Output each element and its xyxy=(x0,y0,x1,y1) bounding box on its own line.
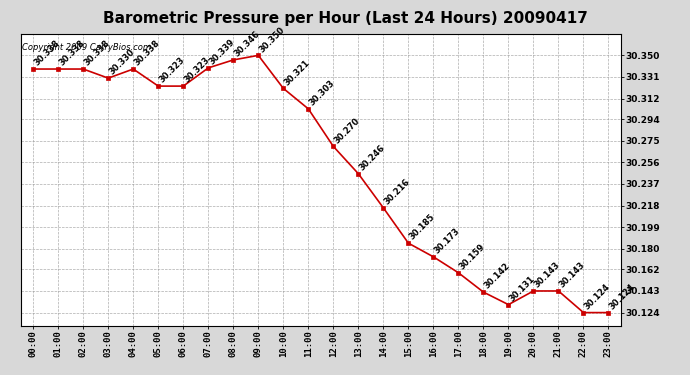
Text: 30.338: 30.338 xyxy=(57,39,86,68)
Text: 30.185: 30.185 xyxy=(408,213,437,242)
Text: 30.303: 30.303 xyxy=(308,78,337,108)
Text: 30.246: 30.246 xyxy=(357,143,387,172)
Text: 30.321: 30.321 xyxy=(282,58,312,87)
Text: 30.350: 30.350 xyxy=(257,25,286,54)
Text: 30.338: 30.338 xyxy=(32,39,61,68)
Text: 30.124: 30.124 xyxy=(608,282,637,311)
Text: 30.216: 30.216 xyxy=(382,177,412,207)
Text: 30.143: 30.143 xyxy=(533,260,562,290)
Text: 30.142: 30.142 xyxy=(482,261,512,291)
Text: 30.124: 30.124 xyxy=(582,282,612,311)
Text: 30.339: 30.339 xyxy=(208,38,237,66)
Text: 30.338: 30.338 xyxy=(82,39,111,68)
Text: 30.173: 30.173 xyxy=(433,226,462,255)
Text: 30.159: 30.159 xyxy=(457,242,486,272)
Text: 30.338: 30.338 xyxy=(132,39,161,68)
Text: 30.323: 30.323 xyxy=(157,56,186,85)
Text: 30.323: 30.323 xyxy=(182,56,212,85)
Text: 30.131: 30.131 xyxy=(508,274,537,303)
Text: 30.330: 30.330 xyxy=(108,48,137,77)
Text: 30.270: 30.270 xyxy=(333,116,362,145)
Text: Barometric Pressure per Hour (Last 24 Hours) 20090417: Barometric Pressure per Hour (Last 24 Ho… xyxy=(103,11,587,26)
Text: Copyright 2009 CarryBios.com: Copyright 2009 CarryBios.com xyxy=(22,42,151,51)
Text: 30.143: 30.143 xyxy=(558,260,586,290)
Text: 30.346: 30.346 xyxy=(233,29,262,58)
